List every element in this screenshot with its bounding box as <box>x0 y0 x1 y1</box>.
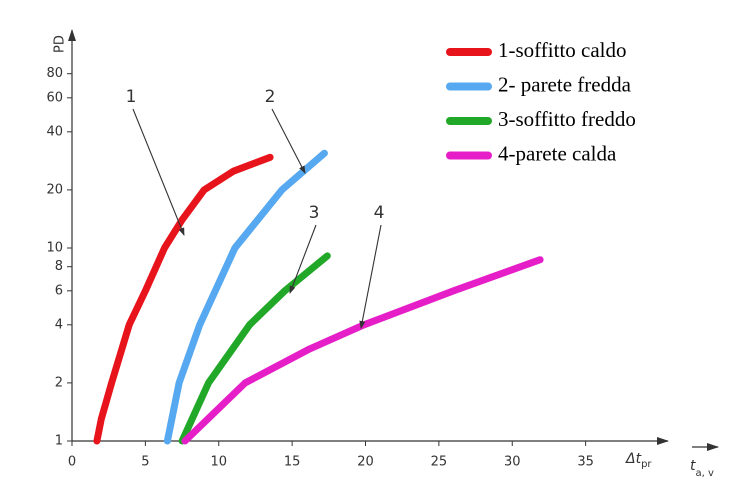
x-axis-label: Δtpr <box>625 451 652 470</box>
y-tick-label: 20 <box>46 182 63 197</box>
annotation: 4 <box>374 203 385 223</box>
x-tick-label: 5 <box>141 455 149 470</box>
y-tick-label: 1 <box>55 434 63 449</box>
y-tick-label: 40 <box>46 124 63 139</box>
y-tick-label: 6 <box>55 283 63 298</box>
legend-label: 4-parete calda <box>498 141 617 165</box>
annotation-arrow <box>289 224 317 294</box>
annotation: 3 <box>309 203 320 223</box>
curve <box>181 256 544 445</box>
unit-label-sub: a, v <box>696 468 714 479</box>
curve <box>178 252 331 445</box>
y-tick-label: 8 <box>55 259 63 274</box>
y-tick-label: 10 <box>46 241 63 256</box>
annotation-arrow <box>359 224 382 329</box>
x-tick-label: 35 <box>577 455 594 470</box>
y-tick-label: 60 <box>46 90 63 105</box>
unit-label-main: t <box>690 458 696 474</box>
x-tick-label: 0 <box>68 455 76 470</box>
x-tick-label: 25 <box>431 455 448 470</box>
y-tick-label: 4 <box>55 317 63 332</box>
y-axis-label: PD <box>53 35 68 53</box>
legend-label: 1-soffitto caldo <box>498 38 627 62</box>
curve <box>93 153 274 445</box>
x-label-main: Δt <box>625 451 642 467</box>
annotation-arrow <box>271 108 306 174</box>
legend-label: 2- parete fredda <box>498 72 632 96</box>
x-tick-label: 15 <box>284 455 301 470</box>
x-tick-label: 10 <box>210 455 227 470</box>
annotation-arrow <box>132 108 185 236</box>
annotation: 2 <box>265 87 276 107</box>
unit-label: ta, v <box>690 458 714 479</box>
legend-label: 3-soffitto freddo <box>498 107 636 131</box>
x-label-sub: pr <box>641 459 652 470</box>
curve <box>163 149 328 445</box>
x-tick-label: 20 <box>357 455 374 470</box>
x-tick-label: 30 <box>504 455 521 470</box>
y-tick-label: 80 <box>46 66 63 81</box>
y-tick-label: 2 <box>55 375 63 390</box>
annotation: 1 <box>126 87 137 107</box>
